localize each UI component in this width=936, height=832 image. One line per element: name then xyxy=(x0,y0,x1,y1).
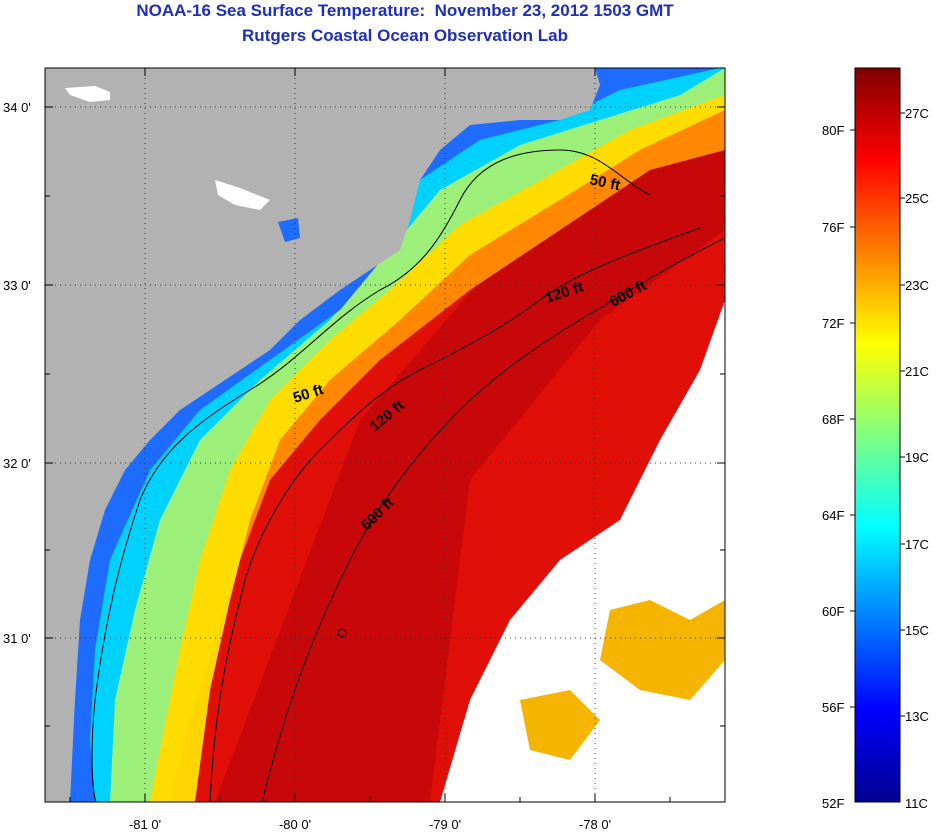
colorbar-c-21: 21C xyxy=(905,364,929,379)
contour-50ft xyxy=(91,149,651,802)
colorbar-ticks xyxy=(850,112,905,717)
axis-ticks xyxy=(45,68,725,802)
buoy-marker xyxy=(337,628,347,638)
colorbar-c-25: 25C xyxy=(905,191,929,206)
contour-label-50ft-north: 50 ft xyxy=(588,171,622,194)
colorbar xyxy=(854,67,901,803)
lon-label-81: -81 0' xyxy=(129,817,161,832)
colorbar-f-56: 56F xyxy=(822,700,844,715)
colorbar-c-27: 27C xyxy=(905,106,929,121)
colorbar-f-80: 80F xyxy=(822,123,844,138)
colorbar-f-76: 76F xyxy=(822,220,844,235)
lat-label-34: 34 0' xyxy=(3,100,31,115)
colorbar-f-60: 60F xyxy=(822,604,844,619)
offshore-warm-patch-2 xyxy=(520,690,600,760)
map-subtitle: Rutgers Coastal Ocean Observation Lab xyxy=(242,26,568,45)
graticule xyxy=(45,68,725,802)
colorbar-f-68: 68F xyxy=(822,412,844,427)
colorbar-c-17: 17C xyxy=(905,537,929,552)
colorbar-c-23: 23C xyxy=(905,278,929,293)
lon-label-79: -79 0' xyxy=(429,817,461,832)
inland-lake-3 xyxy=(65,86,110,102)
map-title: NOAA-16 Sea Surface Temperature: Novembe… xyxy=(136,1,674,20)
lat-label-33: 33 0' xyxy=(3,278,31,293)
inland-lake xyxy=(215,180,270,210)
colorbar-f-72: 72F xyxy=(822,316,844,331)
colorbar-c-19: 19C xyxy=(905,450,929,465)
colorbar-f-52: 52F xyxy=(822,796,844,811)
map-frame xyxy=(44,67,726,803)
land-mass xyxy=(45,68,600,802)
colorbar-c-15: 15C xyxy=(905,623,929,638)
gulf-stream-core xyxy=(215,130,725,802)
contour-120ft xyxy=(209,227,701,802)
lat-label-32: 32 0' xyxy=(3,456,31,471)
lon-label-78: -78 0' xyxy=(579,817,611,832)
colorbar-f-64: 64F xyxy=(822,508,844,523)
offshore-warm-patch xyxy=(600,600,725,700)
colorbar-c-13: 13C xyxy=(905,709,929,724)
lon-label-80: -80 0' xyxy=(279,817,311,832)
contour-600ft xyxy=(261,237,725,802)
lat-label-31: 31 0' xyxy=(3,631,31,646)
colorbar-c-11: 11C xyxy=(905,796,928,811)
